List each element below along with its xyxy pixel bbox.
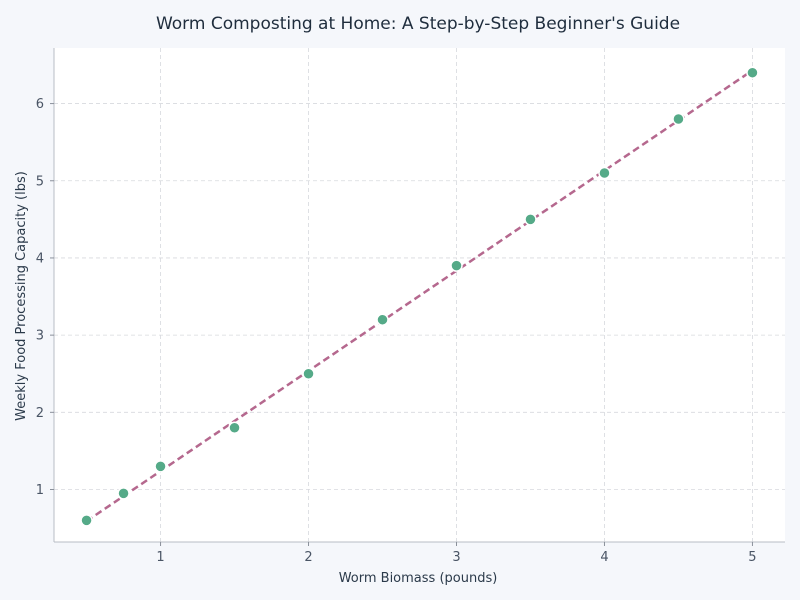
y-tick-label: 6 — [36, 97, 44, 112]
trend-line — [85, 69, 754, 523]
y-tick-label: 2 — [36, 406, 44, 421]
data-point — [302, 367, 315, 380]
x-tick-label: 3 — [452, 550, 460, 565]
data-point — [746, 66, 759, 79]
data-point — [80, 514, 93, 527]
x-tick-label: 1 — [156, 550, 164, 565]
y-tick-label: 1 — [36, 483, 44, 498]
x-tick-label: 2 — [304, 550, 312, 565]
x-axis-label: Worm Biomass (pounds) — [339, 571, 498, 586]
y-axis-label: Weekly Food Processing Capacity (lbs) — [14, 171, 29, 421]
y-tick-label: 4 — [36, 251, 44, 266]
data-point — [672, 112, 685, 126]
ticks: 1 2 3 4 5 1 2 3 4 5 6 — [36, 97, 757, 565]
series — [80, 66, 759, 527]
chart-title: Worm Composting at Home: A Step-by-Step … — [156, 14, 680, 34]
y-tick-label: 5 — [36, 174, 44, 189]
x-tick-label: 4 — [600, 550, 608, 565]
y-tick-label: 3 — [36, 329, 44, 344]
data-point — [228, 421, 241, 435]
data-point — [117, 487, 130, 500]
data-point — [376, 313, 389, 326]
x-tick-label: 5 — [748, 550, 756, 565]
grid — [54, 48, 785, 542]
data-point — [450, 259, 463, 272]
data-point — [154, 460, 167, 473]
data-point — [598, 166, 611, 180]
data-point — [524, 213, 537, 226]
